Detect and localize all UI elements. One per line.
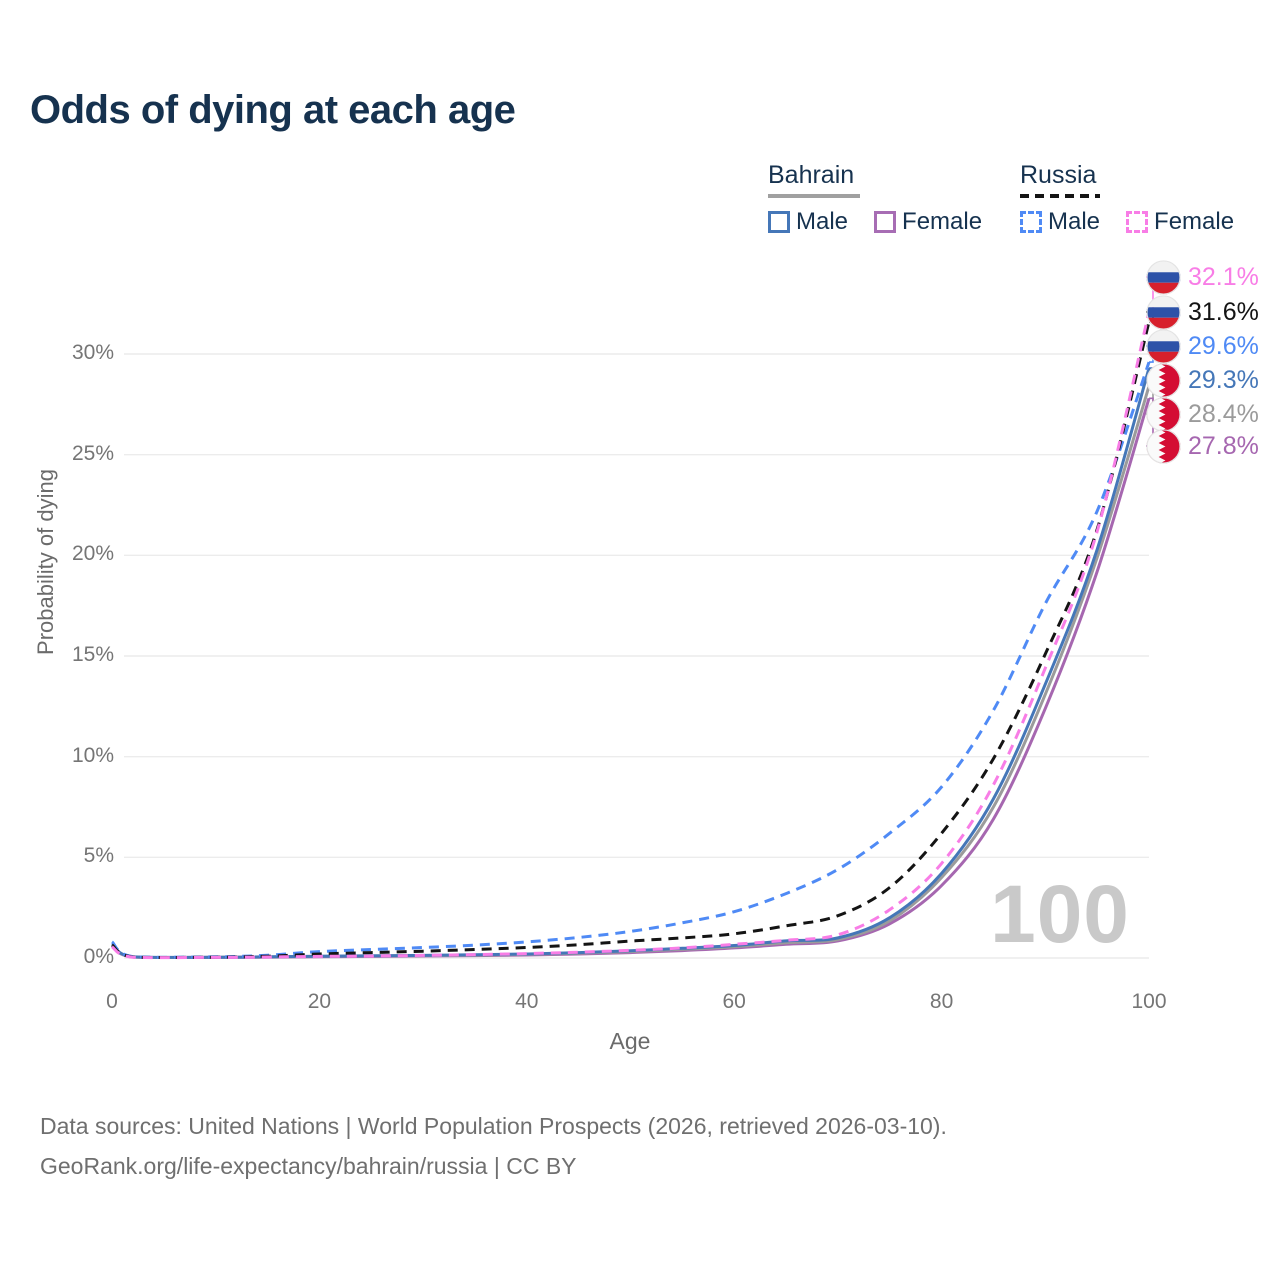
mortality-curves xyxy=(110,311,1151,960)
end-label-bahrain-male: 29.3% xyxy=(1146,362,1259,398)
end-value-label: 27.8% xyxy=(1188,431,1259,460)
legend-item-bahrain-male[interactable]: Male xyxy=(768,208,848,236)
end-label-russia-male: 29.6% xyxy=(1146,328,1259,364)
gridlines xyxy=(124,353,1149,959)
x-tick-label: 20 xyxy=(307,990,332,1013)
x-axis-title: Age xyxy=(609,1028,651,1054)
y-tick-label: 10% xyxy=(71,743,114,767)
russia-flag-icon xyxy=(1146,328,1181,364)
legend-group-russia: Russia Male Female xyxy=(1020,161,1234,236)
end-label-bahrain-both-sexes: 28.4% xyxy=(1146,396,1259,432)
legend-label: Male xyxy=(796,207,849,235)
y-tick-label: 0% xyxy=(83,945,114,968)
y-tick-label: 30% xyxy=(71,341,114,364)
end-value-label: 31.6% xyxy=(1188,297,1259,326)
end-value-label: 28.4% xyxy=(1188,399,1259,428)
x-tick-label: 40 xyxy=(515,990,539,1013)
series-line-bahrain-both-sexes[interactable] xyxy=(111,385,1151,960)
russia-flag-icon xyxy=(1146,294,1181,330)
end-value-label: 29.6% xyxy=(1188,331,1259,360)
y-tick-label: 20% xyxy=(71,542,114,566)
end-value-label: 32.1% xyxy=(1188,262,1259,291)
bahrain-flag-icon xyxy=(1146,362,1181,398)
bahrain-female-swatch-icon xyxy=(874,210,897,233)
footer-sources: Data sources: United Nations | World Pop… xyxy=(40,1113,947,1139)
legend-underline-dashed xyxy=(1020,193,1100,198)
series-line-bahrain-male[interactable] xyxy=(110,367,1151,959)
y-tick-label: 15% xyxy=(71,643,114,666)
age-watermark: 100 xyxy=(990,869,1130,960)
series-line-russia-female[interactable] xyxy=(111,311,1151,960)
legend-label: Female xyxy=(902,207,983,235)
end-value-label: 29.3% xyxy=(1188,365,1259,394)
legend-label: Female xyxy=(1154,207,1235,235)
series-line-russia-both-sexes[interactable] xyxy=(111,321,1151,960)
x-tick-label: 100 xyxy=(1131,990,1167,1013)
legend-label: Male xyxy=(1048,207,1101,235)
russia-female-swatch-icon xyxy=(1126,210,1149,233)
x-tick-label: 0 xyxy=(106,990,118,1013)
end-label-bahrain-female: 27.8% xyxy=(1146,428,1259,464)
bahrain-flag-icon xyxy=(1146,428,1181,464)
legend-country-bahrain: Bahrain xyxy=(768,161,855,189)
legend-item-bahrain-female[interactable]: Female xyxy=(874,208,982,236)
russia-flag-icon xyxy=(1146,259,1181,295)
y-tick-label: 25% xyxy=(71,441,114,465)
page-title: Odds of dying at each age xyxy=(30,88,516,132)
end-label-russia-both-sexes: 31.6% xyxy=(1146,294,1259,330)
x-tick-label: 80 xyxy=(929,990,954,1013)
legend-row-bahrain: Male Female xyxy=(768,208,982,236)
legend-item-russia-female[interactable]: Female xyxy=(1126,208,1234,236)
legend-item-russia-male[interactable]: Male xyxy=(1020,208,1100,236)
bahrain-male-swatch-icon xyxy=(768,210,790,233)
end-label-russia-female: 32.1% xyxy=(1146,259,1259,295)
legend-country-russia: Russia xyxy=(1020,161,1097,189)
series-line-russia-male[interactable] xyxy=(110,361,1151,959)
russia-male-swatch-icon xyxy=(1020,210,1042,233)
bahrain-flag-icon xyxy=(1146,396,1181,432)
legend-group-bahrain: Bahrain Male Female xyxy=(768,161,982,236)
footer-attribution: GeoRank.org/life-expectancy/bahrain/russ… xyxy=(40,1153,577,1180)
footer: Data sources: United Nations | World Pop… xyxy=(40,1106,947,1187)
legend-underline-solid xyxy=(768,193,860,198)
x-tick-label: 60 xyxy=(722,990,746,1013)
series-line-bahrain-female[interactable] xyxy=(111,397,1151,960)
y-tick-label: 5% xyxy=(83,844,114,868)
legend-row-russia: Male Female xyxy=(1020,208,1234,236)
